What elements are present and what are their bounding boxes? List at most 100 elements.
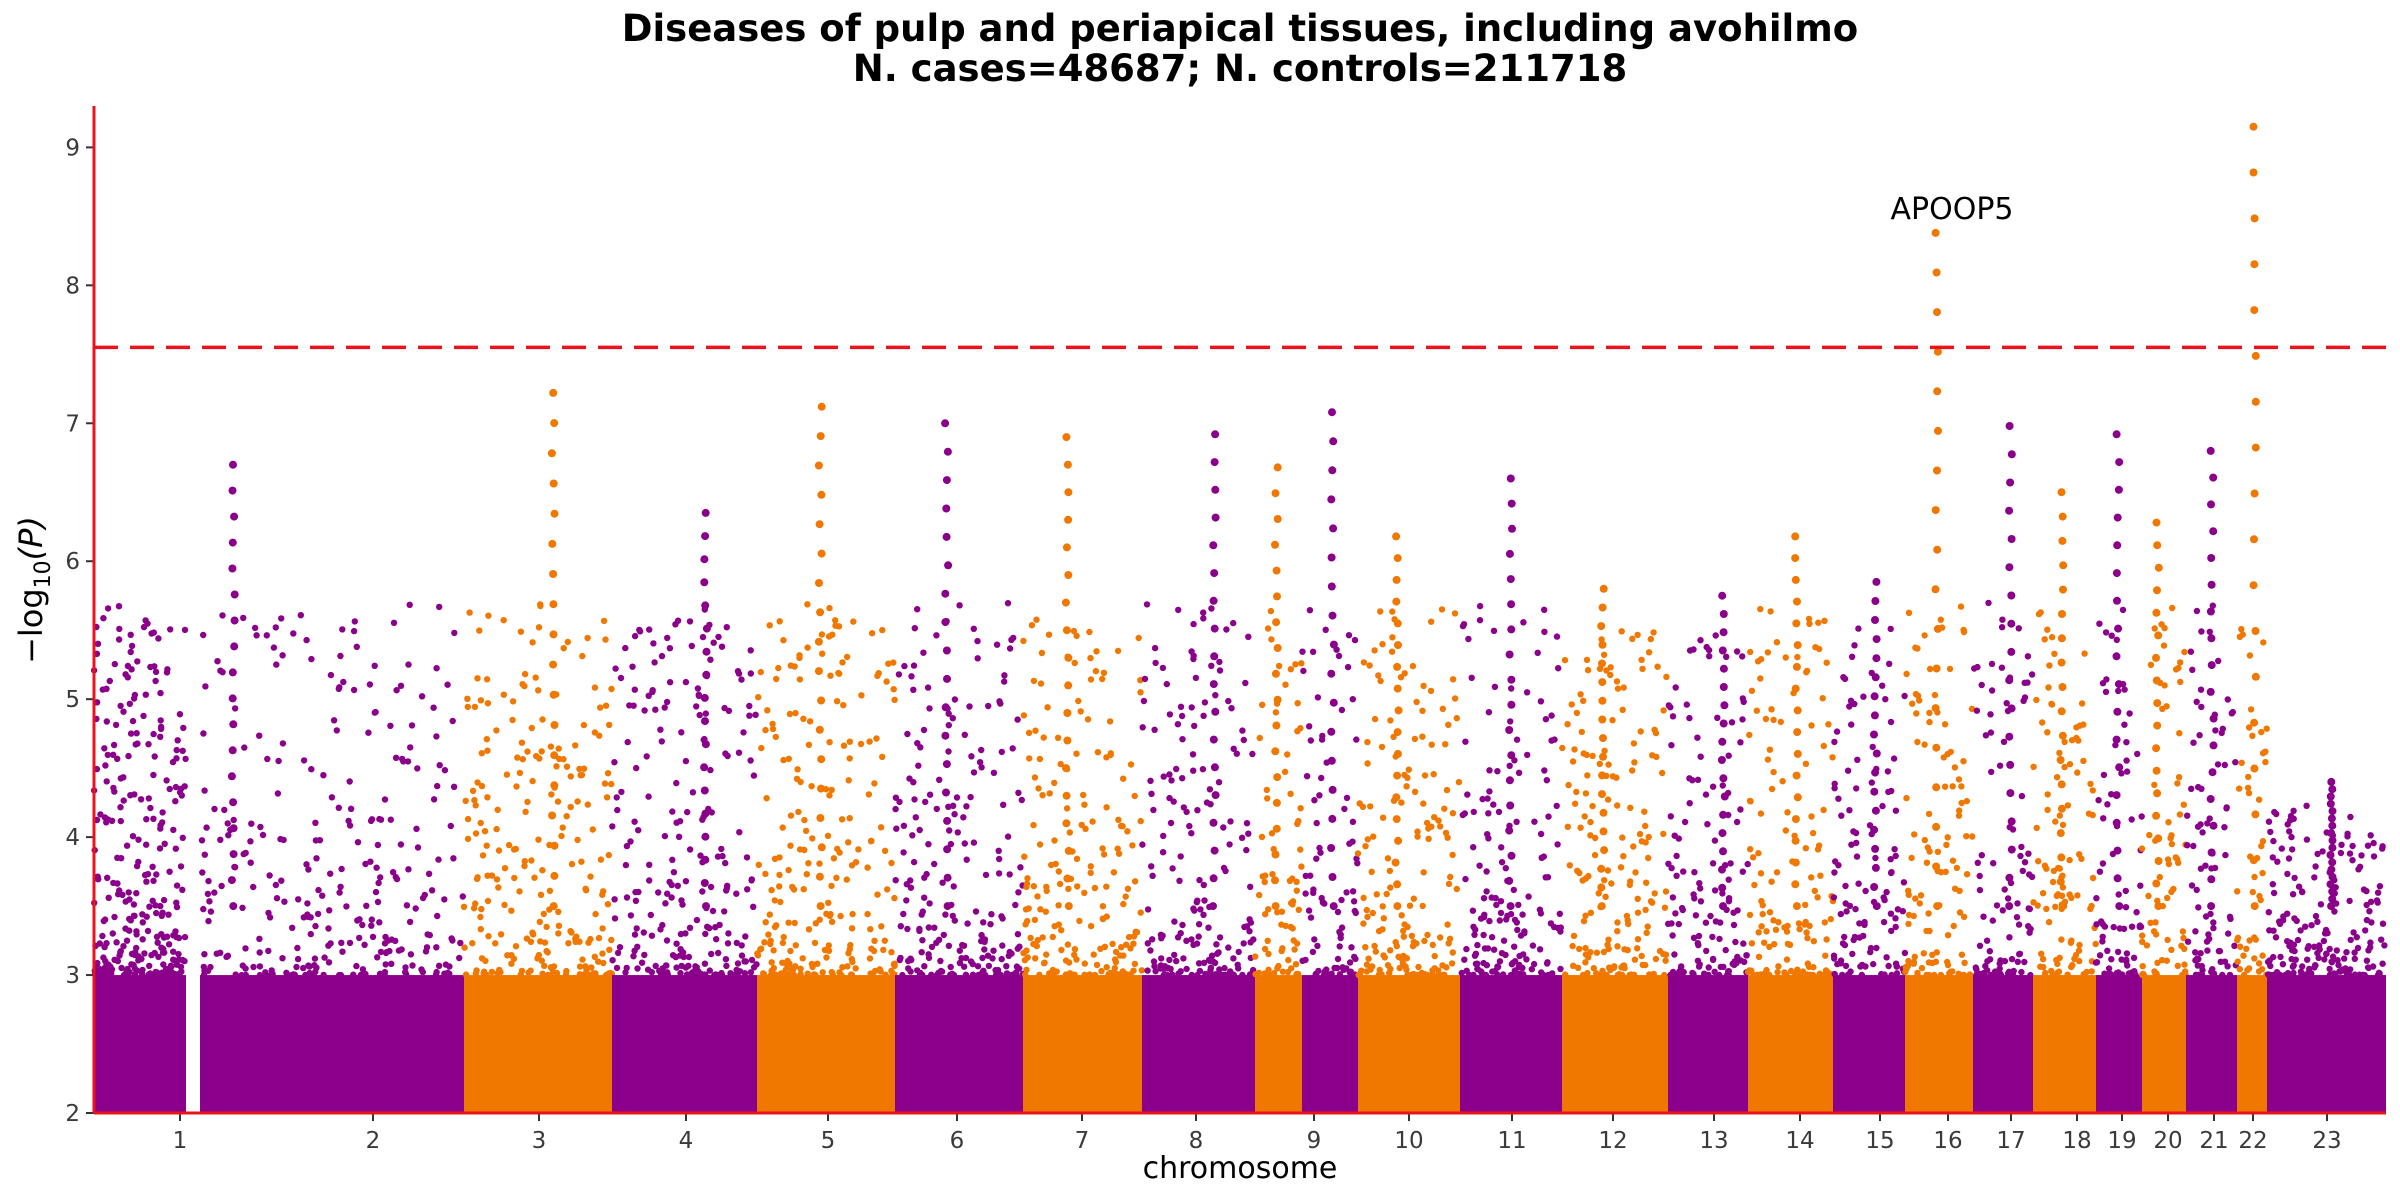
snp-point — [1230, 745, 1237, 752]
snp-point — [2188, 785, 2195, 792]
snp-point — [2236, 966, 2243, 973]
snp-point — [1171, 918, 1178, 925]
snp-point — [2078, 855, 2085, 862]
snp-point — [2251, 873, 2258, 881]
snp-point — [828, 918, 836, 925]
snp-point — [402, 964, 409, 971]
peak-point — [814, 461, 823, 470]
snp-point — [809, 963, 816, 971]
snp-point — [1768, 878, 1775, 885]
snp-point — [509, 716, 516, 724]
snp-point — [1848, 721, 1855, 728]
snp-point — [800, 715, 807, 722]
snp-point — [320, 971, 327, 979]
snp-point — [916, 925, 923, 933]
snp-point — [1262, 872, 1269, 879]
snp-point — [1851, 642, 1858, 649]
snp-point — [97, 811, 104, 818]
snp-point — [374, 841, 382, 849]
snp-point — [1435, 817, 1442, 824]
chromosome-15-dense-band — [1833, 975, 1905, 1113]
snp-point — [2223, 804, 2230, 811]
snp-point — [1605, 936, 1612, 943]
snp-point — [1910, 912, 1917, 920]
snp-point — [933, 971, 941, 979]
snp-point — [2131, 968, 2138, 975]
snp-point — [1814, 894, 1821, 901]
snp-point — [406, 601, 413, 608]
snp-point — [1179, 736, 1186, 743]
peak-point — [1211, 485, 1220, 494]
snp-point — [595, 934, 603, 942]
snp-point — [1916, 900, 1924, 907]
peak-point — [1505, 726, 1514, 734]
snp-point — [970, 769, 978, 776]
snp-point — [1081, 960, 1089, 967]
peak-point — [815, 520, 824, 529]
snp-point — [164, 666, 171, 673]
snp-point — [2044, 791, 2051, 798]
snp-point — [1453, 715, 1461, 722]
snp-point — [1087, 676, 1095, 683]
snp-point — [1774, 969, 1781, 976]
peak-point — [228, 564, 237, 573]
snp-point — [2024, 653, 2032, 660]
snp-point — [748, 877, 755, 884]
snp-point — [1886, 660, 1893, 667]
snp-point — [375, 879, 382, 887]
snp-point — [2161, 682, 2168, 689]
snp-point — [1577, 824, 1584, 831]
snp-point — [765, 931, 772, 938]
snp-point — [1926, 665, 1934, 673]
snp-point — [908, 673, 915, 680]
snp-point — [403, 902, 411, 909]
snp-point — [109, 930, 117, 937]
snp-point — [178, 968, 185, 975]
snp-point — [1323, 966, 1330, 973]
snp-point — [335, 804, 342, 811]
peak-point — [2059, 902, 2068, 911]
snp-point — [1608, 880, 1615, 887]
peak-point — [942, 760, 951, 769]
snp-point — [1443, 964, 1450, 971]
snp-point — [339, 626, 346, 633]
peak-point — [1792, 619, 1801, 628]
snp-point — [961, 840, 968, 847]
snp-point — [880, 946, 887, 954]
snp-point — [2311, 874, 2318, 881]
snp-point — [1631, 956, 1639, 963]
snp-point — [947, 963, 954, 971]
snp-point — [1602, 893, 1609, 900]
snp-point — [1377, 677, 1384, 685]
snp-point — [1362, 944, 1369, 951]
snp-point — [674, 882, 681, 889]
snp-point — [179, 834, 186, 841]
snp-point — [363, 902, 370, 909]
snp-point — [1314, 942, 1321, 950]
snp-point — [1859, 961, 1866, 969]
snp-point — [1839, 971, 1846, 979]
snp-point — [706, 967, 713, 974]
snp-point — [1176, 877, 1183, 884]
peak-point — [2007, 450, 2016, 459]
snp-point — [1984, 958, 1991, 965]
snp-point — [1091, 884, 1099, 892]
peak-point — [1793, 597, 1801, 606]
snp-point — [1846, 703, 1853, 710]
snp-point — [1694, 940, 1702, 947]
snp-point — [933, 632, 940, 639]
snp-point — [836, 670, 843, 677]
snp-point — [722, 956, 730, 963]
snp-point — [1584, 772, 1591, 779]
snp-point — [2073, 724, 2080, 731]
snp-point — [588, 964, 595, 971]
snp-point — [2184, 938, 2192, 945]
snp-point — [587, 873, 594, 880]
snp-point — [1180, 804, 1188, 811]
snp-point — [1343, 889, 1350, 896]
snp-point — [924, 684, 932, 691]
snp-point — [1766, 943, 1773, 950]
snp-point — [1428, 741, 1435, 748]
snp-point — [1168, 777, 1175, 784]
snp-point — [1966, 971, 1974, 978]
